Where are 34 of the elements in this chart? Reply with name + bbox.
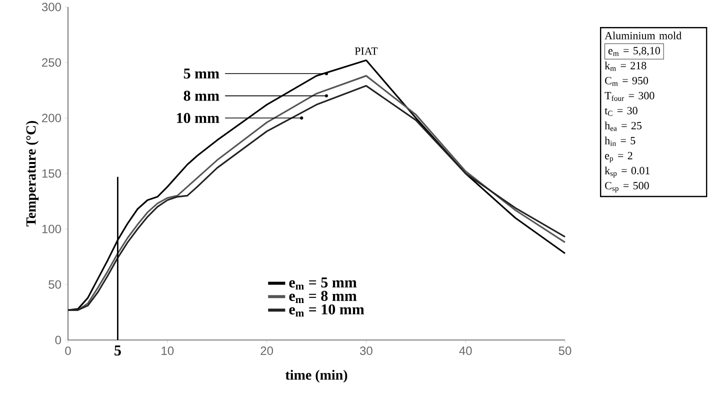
text: C$_{sp}$ = 500 (605, 182, 649, 193)
x-tick-label: 50 (558, 346, 572, 356)
y-axis-title: Temperature (°C) (26, 120, 39, 226)
text: k$_{sp}$ = 0.01 (604, 166, 650, 178)
y-tick-label: 250 (42, 58, 62, 67)
text: h$_{in}$ = 5 (604, 136, 636, 146)
y-tick-label: 100 (42, 224, 62, 234)
text: h$_{ea}$ = 25 (604, 122, 642, 131)
y-tick-label: 300 (42, 2, 62, 12)
text: Aluminium mold (604, 32, 682, 40)
y-tick-label: 200 (42, 114, 62, 122)
x-tick-label: 20 (260, 346, 274, 356)
text: e$_{m}$ = 5,8,10 (608, 46, 660, 56)
annotation: 10 mm (177, 112, 220, 124)
x-tick-label: 10 (162, 346, 174, 356)
text: T$_{four}$ = 300 (604, 92, 654, 101)
x-tick-label: 0 (65, 346, 71, 356)
ref-line-label: 5 (114, 346, 121, 356)
legend-label: e$_{m}$ = 8 mm (289, 290, 357, 303)
y-tick-label: 150 (42, 169, 62, 178)
annotation: 5 mm (184, 68, 220, 79)
y-tick-label: 0 (55, 336, 62, 344)
text: k$_{m}$ = 218 (604, 62, 646, 71)
x-axis-title: time (min) (285, 370, 348, 383)
legend-label: e$_{m}$ = 5 mm (289, 278, 357, 290)
annotation: 8 mm (184, 90, 220, 101)
text: e$_{p}$ = 2 (605, 152, 632, 163)
legend-label: e$_{m}$ = 10 mm (289, 304, 364, 316)
text: C$_{m}$ = 950 (605, 76, 648, 86)
text: t$_{C}$ = 30 (604, 106, 638, 116)
x-tick-label: 40 (459, 346, 472, 356)
annotation: PIAT (354, 47, 378, 55)
y-tick-label: 50 (48, 280, 62, 289)
x-tick-label: 30 (360, 346, 372, 356)
